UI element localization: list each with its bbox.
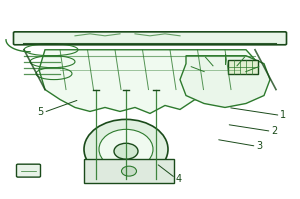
Polygon shape	[180, 56, 270, 107]
Text: 5: 5	[38, 107, 44, 117]
FancyBboxPatch shape	[14, 32, 286, 45]
Circle shape	[122, 166, 136, 176]
Text: 4: 4	[176, 174, 182, 184]
Text: 2: 2	[272, 126, 278, 136]
Bar	[228, 60, 258, 74]
Text: 1: 1	[280, 110, 286, 120]
Polygon shape	[39, 50, 255, 113]
Text: 3: 3	[256, 141, 262, 151]
Circle shape	[114, 143, 138, 159]
Ellipse shape	[84, 119, 168, 179]
Ellipse shape	[99, 129, 153, 169]
FancyBboxPatch shape	[16, 164, 40, 177]
Bar	[84, 159, 174, 183]
